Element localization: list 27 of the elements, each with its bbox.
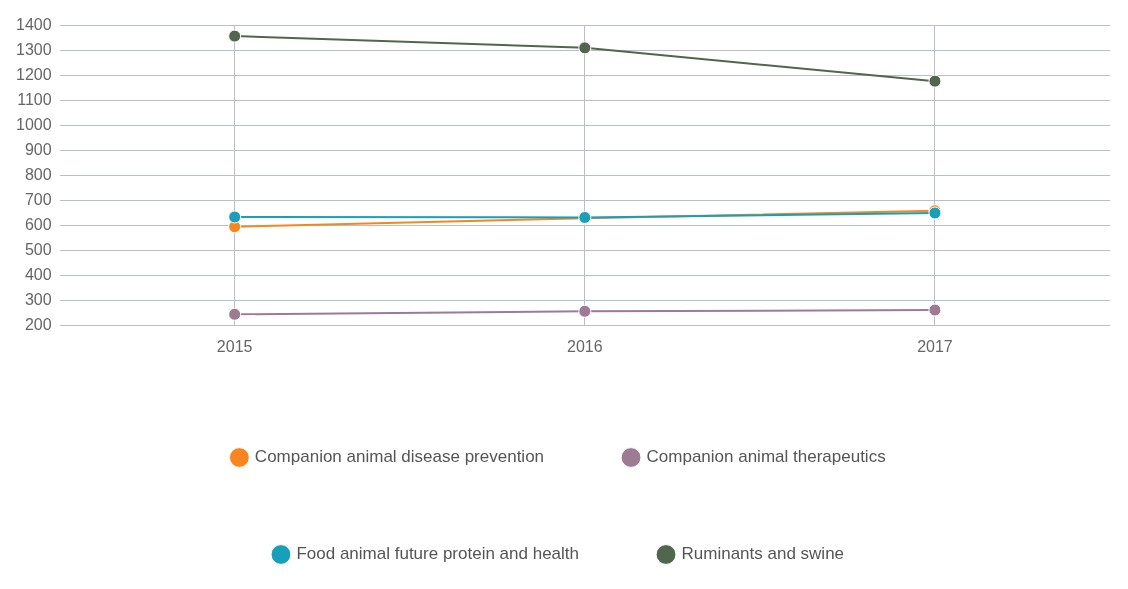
- y-tick-label: 500: [24, 241, 52, 259]
- point: [228, 210, 242, 224]
- point: [578, 304, 592, 318]
- y-tick-label: 200: [24, 316, 52, 334]
- x-tick-label: 2016: [567, 337, 603, 355]
- y-tick-label: 300: [24, 291, 52, 309]
- legend-label: Companion animal therapeutics: [646, 447, 886, 467]
- point: [928, 303, 942, 317]
- y-tick-label: 600: [24, 216, 52, 234]
- y-tick-label: 400: [24, 266, 52, 284]
- y-tick-label: 1000: [16, 116, 52, 134]
- y-tick-label: 1400: [16, 16, 52, 34]
- y-tick-label: 900: [24, 141, 52, 159]
- y-tick-label: 1200: [16, 66, 52, 84]
- y-tick-label: 800: [24, 166, 52, 184]
- x-tick-label: 2015: [216, 337, 253, 355]
- x-tick-label: 2017: [917, 337, 953, 355]
- point: [928, 74, 942, 88]
- point: [228, 29, 242, 43]
- y-tick-label: 1100: [17, 91, 52, 109]
- point: [228, 307, 242, 321]
- y-tick-label: 700: [24, 191, 52, 209]
- point: [578, 41, 592, 55]
- y-tick-label: 1300: [16, 41, 52, 59]
- legend-label: Food animal future protein and health: [296, 544, 580, 564]
- legend-label: Companion animal disease prevention: [254, 447, 545, 467]
- legend-label: Ruminants and swine: [681, 544, 845, 564]
